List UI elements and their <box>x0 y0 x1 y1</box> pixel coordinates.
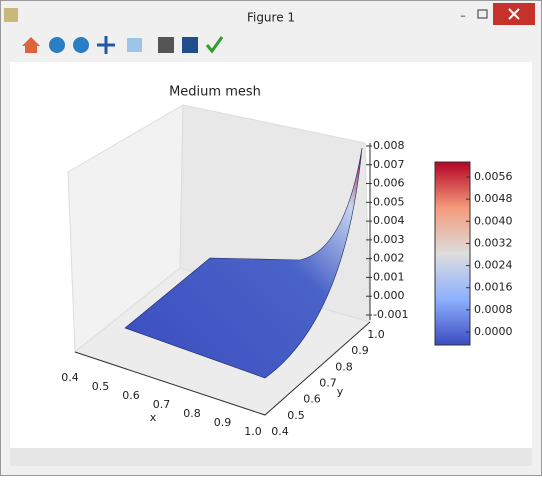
y-tick-label: 1.0 <box>367 328 385 341</box>
status-bar <box>10 448 532 466</box>
colorbar <box>434 161 471 346</box>
surface <box>124 147 363 379</box>
axes-3d <box>67 104 372 416</box>
pan-button[interactable] <box>97 36 115 54</box>
minimize-button[interactable]: – <box>460 9 466 22</box>
toolbar <box>22 36 224 54</box>
x-tick-label: 0.7 <box>153 398 171 411</box>
app-icon <box>4 8 18 22</box>
colorbar-tick-label: 0.0048 <box>474 192 513 205</box>
colorbar-tick-label: 0.0032 <box>474 236 513 249</box>
y-axis-label: y <box>337 385 344 398</box>
close-icon <box>508 8 520 20</box>
colorbar-tick-label: 0.0040 <box>474 214 513 227</box>
z-tick-label: 0.003 <box>373 233 405 246</box>
colorbar-tick-label: 0.0000 <box>474 325 513 338</box>
colorbar-tick-label: 0.0016 <box>474 281 513 294</box>
z-tick-label: -0.001 <box>373 308 408 321</box>
y-tick-label: 0.6 <box>303 393 321 406</box>
x-tick-label: 0.6 <box>122 389 140 402</box>
subplots-button[interactable] <box>158 37 174 53</box>
z-tick-label: 0.007 <box>373 158 405 171</box>
z-tick-label: 0.001 <box>373 270 405 283</box>
edit-button[interactable] <box>205 36 224 54</box>
home-button[interactable] <box>22 37 40 53</box>
z-tick-label: 0.004 <box>373 214 405 227</box>
colorbar-tick-label: 0.0056 <box>474 170 513 183</box>
z-tick-label: 0.005 <box>373 195 405 208</box>
back-button[interactable] <box>49 37 65 53</box>
x-tick-label: 0.5 <box>92 380 110 393</box>
save-button[interactable] <box>182 37 198 53</box>
x-tick-label: 0.4 <box>61 371 79 384</box>
x-tick-label: 0.8 <box>183 407 201 420</box>
y-tick-label: 0.4 <box>271 425 289 438</box>
z-tick-label: 0.006 <box>373 177 405 190</box>
y-tick-label: 0.9 <box>351 344 369 357</box>
axis-lines <box>74 321 371 416</box>
window-title: Figure 1 <box>247 11 295 25</box>
forward-button[interactable] <box>73 37 89 53</box>
colorbar-tick-label: 0.0008 <box>474 303 513 316</box>
y-tick-label: 0.7 <box>319 377 337 390</box>
colorbar-tick-label: 0.0024 <box>474 259 513 272</box>
y-tick-label: 0.8 <box>335 360 353 373</box>
x-tick-label: 0.9 <box>214 416 232 429</box>
maximize-button[interactable] <box>477 9 488 19</box>
z-tick-label: 0.002 <box>373 252 405 265</box>
plot-title: Medium mesh <box>169 85 261 100</box>
z-tick-label: 0.000 <box>373 289 405 302</box>
x-tick-label: 1.0 <box>244 425 262 438</box>
z-tick-label: 0.008 <box>373 139 405 152</box>
zoom-button[interactable] <box>127 38 142 52</box>
y-tick-label: 0.5 <box>287 409 305 422</box>
x-axis-label: x <box>150 411 157 424</box>
